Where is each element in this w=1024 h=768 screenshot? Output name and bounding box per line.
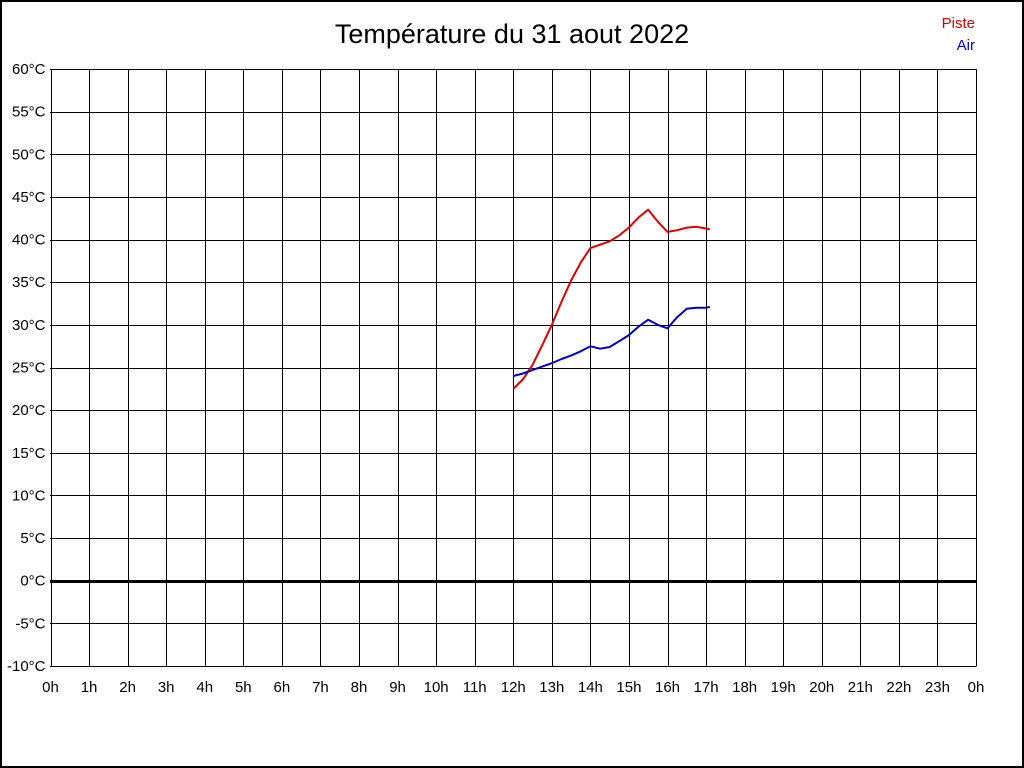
x-tick-label: 9h	[389, 679, 406, 696]
x-tick-label: 6h	[274, 679, 291, 696]
x-tick-label: 12h	[501, 679, 526, 696]
x-tick-label: 20h	[809, 679, 834, 696]
y-tick-label: 35°C	[12, 274, 46, 291]
x-tick-label: 8h	[351, 679, 368, 696]
x-tick-label: 21h	[848, 679, 873, 696]
x-tick-label: 3h	[158, 679, 175, 696]
y-tick-label: 55°C	[12, 104, 46, 121]
y-tick-label: 30°C	[12, 317, 46, 334]
x-tick-label: 0h	[42, 679, 59, 696]
x-tick-label: 17h	[694, 679, 719, 696]
legend-item-piste: Piste	[941, 15, 975, 32]
x-tick-label: 22h	[886, 679, 911, 696]
x-tick-label: 19h	[771, 679, 796, 696]
y-tick-label: 5°C	[20, 530, 45, 547]
x-tick-label: 10h	[424, 679, 449, 696]
y-tick-label: 25°C	[12, 360, 46, 377]
x-tick-label: 2h	[119, 679, 136, 696]
x-tick-label: 4h	[196, 679, 213, 696]
y-tick-label: -10°C	[7, 658, 46, 675]
y-axis-labels: 60°C 55°C 50°C 45°C 40°C 35°C 30°C 25°C 20°C 15°C…	[7, 61, 46, 675]
legend-item-air: Air	[956, 37, 975, 54]
x-tick-label: 18h	[732, 679, 757, 696]
x-tick-label: 15h	[616, 679, 641, 696]
x-tick-label: 23h	[925, 679, 950, 696]
chart-legend: Piste Air	[942, 13, 975, 57]
y-tick-label: 45°C	[12, 189, 46, 206]
x-tick-label: 0h	[968, 679, 985, 696]
x-tick-label: 7h	[312, 679, 329, 696]
x-axis-labels: 0h 1h 2h 3h 4h 5h 6h 7h 8h 9h 10h 11h 12h 13h 14h 15h 16…	[42, 679, 984, 696]
x-tick-label: 13h	[539, 679, 564, 696]
grid-lines	[50, 69, 977, 667]
y-tick-label: 0°C	[20, 573, 45, 590]
x-tick-label: 1h	[81, 679, 98, 696]
x-tick-label: 14h	[578, 679, 603, 696]
y-tick-label: 40°C	[12, 232, 46, 249]
x-tick-label: 16h	[655, 679, 680, 696]
y-tick-label: 50°C	[12, 146, 46, 163]
series-line-air	[513, 305, 711, 377]
y-tick-label: 10°C	[12, 487, 46, 504]
series-line-piste	[512, 208, 711, 390]
x-tick-label: 11h	[463, 679, 487, 696]
y-tick-label: 20°C	[12, 402, 46, 419]
chart-title: Température du 31 aout 2022	[334, 19, 690, 49]
y-tick-label: 60°C	[12, 61, 46, 78]
y-tick-label: -5°C	[15, 615, 45, 632]
x-tick-label: 5h	[235, 679, 252, 696]
y-tick-label: 15°C	[12, 445, 46, 462]
